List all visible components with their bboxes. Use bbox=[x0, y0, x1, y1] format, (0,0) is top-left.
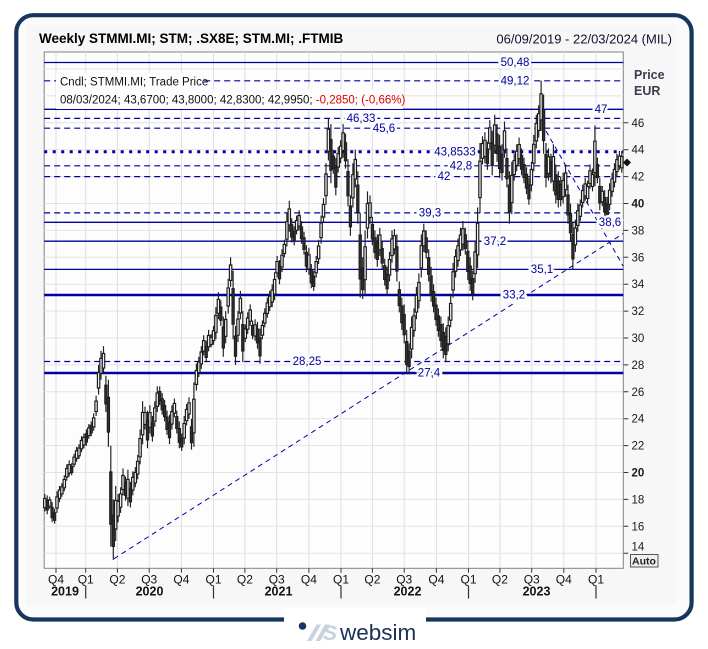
svg-text:28: 28 bbox=[632, 360, 645, 372]
svg-text:37,2: 37,2 bbox=[484, 236, 506, 248]
svg-text:43,8533: 43,8533 bbox=[434, 146, 476, 158]
svg-text:40: 40 bbox=[632, 199, 645, 211]
svg-text:Q1: Q1 bbox=[460, 573, 476, 587]
svg-text:39,3: 39,3 bbox=[419, 208, 441, 220]
svg-text:45,6: 45,6 bbox=[373, 123, 395, 135]
svg-text:20: 20 bbox=[632, 468, 645, 480]
svg-text:42: 42 bbox=[438, 171, 451, 183]
svg-text:Q4: Q4 bbox=[173, 573, 189, 587]
svg-text:Q4: Q4 bbox=[48, 573, 64, 587]
svg-text:14: 14 bbox=[632, 542, 645, 554]
svg-text:Q2: Q2 bbox=[364, 573, 380, 587]
svg-text:24: 24 bbox=[632, 414, 645, 426]
svg-text:47: 47 bbox=[595, 104, 608, 116]
svg-text:Q3: Q3 bbox=[396, 573, 412, 587]
svg-text:Q4: Q4 bbox=[428, 573, 444, 587]
svg-text:16: 16 bbox=[632, 521, 645, 533]
svg-text:2023: 2023 bbox=[523, 585, 551, 599]
svg-text:26: 26 bbox=[632, 387, 645, 399]
svg-text:50,48: 50,48 bbox=[501, 57, 530, 69]
svg-text:2019: 2019 bbox=[51, 585, 79, 599]
svg-text:44: 44 bbox=[632, 145, 645, 157]
svg-text:33,2: 33,2 bbox=[503, 290, 525, 302]
svg-text:30: 30 bbox=[632, 333, 645, 345]
svg-text:46,33: 46,33 bbox=[347, 113, 376, 125]
svg-text:Q1: Q1 bbox=[588, 573, 604, 587]
svg-text:32: 32 bbox=[632, 306, 645, 318]
svg-text:Cndl; STMMI.MI; Trade Price: Cndl; STMMI.MI; Trade Price bbox=[60, 77, 208, 89]
svg-text:websim: websim bbox=[339, 620, 416, 645]
svg-text:Q3: Q3 bbox=[141, 573, 157, 587]
svg-text:Q2: Q2 bbox=[109, 573, 125, 587]
svg-text:18: 18 bbox=[632, 494, 645, 506]
svg-text:38,6: 38,6 bbox=[599, 217, 621, 229]
svg-text:Weekly STMMI.MI; STM; .SX8E; S: Weekly STMMI.MI; STM; .SX8E; STM.MI; .FT… bbox=[39, 31, 344, 46]
svg-text:08/03/2024; 43,6700; 43,8000;: 08/03/2024; 43,6700; 43,8000; 42,8300; 4… bbox=[60, 95, 405, 107]
svg-text:22: 22 bbox=[632, 441, 645, 453]
svg-text:EUR: EUR bbox=[634, 84, 660, 98]
svg-text:35,1: 35,1 bbox=[531, 264, 553, 276]
svg-text:27,4: 27,4 bbox=[418, 368, 441, 380]
svg-text:Price: Price bbox=[634, 68, 665, 82]
svg-text:42: 42 bbox=[632, 172, 645, 184]
svg-text:2022: 2022 bbox=[394, 585, 422, 599]
svg-text:Q1: Q1 bbox=[78, 573, 94, 587]
svg-text:Q1: Q1 bbox=[205, 573, 221, 587]
svg-text:2020: 2020 bbox=[136, 585, 164, 599]
svg-text:Q2: Q2 bbox=[492, 573, 508, 587]
svg-text:06/09/2019 - 22/03/2024 (MIL): 06/09/2019 - 22/03/2024 (MIL) bbox=[496, 32, 672, 47]
svg-text:46: 46 bbox=[632, 118, 645, 130]
svg-text:Q3: Q3 bbox=[269, 573, 285, 587]
svg-text:Q1: Q1 bbox=[333, 573, 349, 587]
svg-text:42,8: 42,8 bbox=[450, 160, 472, 172]
svg-text:Q4: Q4 bbox=[301, 573, 317, 587]
svg-text:Q4: Q4 bbox=[556, 573, 572, 587]
svg-text:49,12: 49,12 bbox=[501, 75, 530, 87]
svg-text:2021: 2021 bbox=[265, 585, 293, 599]
svg-text:34: 34 bbox=[632, 279, 645, 291]
svg-text:36: 36 bbox=[632, 252, 645, 264]
svg-text:28,25: 28,25 bbox=[293, 356, 322, 368]
svg-text:38: 38 bbox=[632, 225, 645, 237]
svg-text:Q3: Q3 bbox=[524, 573, 540, 587]
svg-text:Auto: Auto bbox=[632, 556, 656, 568]
svg-text:Q2: Q2 bbox=[237, 573, 253, 587]
svg-text:S: S bbox=[323, 622, 337, 645]
